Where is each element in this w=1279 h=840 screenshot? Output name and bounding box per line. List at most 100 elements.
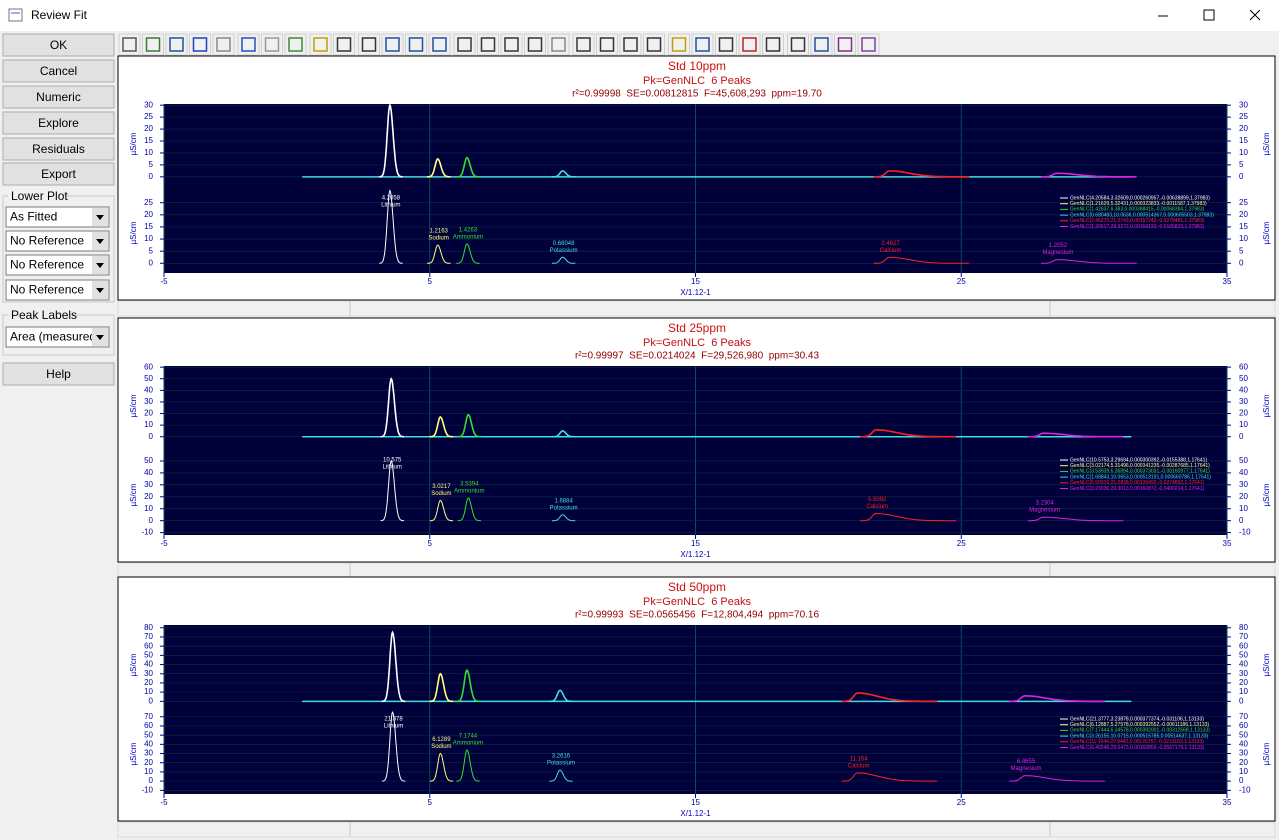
toolbar-button[interactable]	[810, 33, 833, 56]
toolbar-icon[interactable]	[169, 37, 184, 52]
toolbar-icon[interactable]	[408, 37, 424, 52]
toolbar-button[interactable]	[428, 33, 451, 56]
button-label[interactable]: Numeric	[36, 90, 81, 104]
toolbar-button[interactable]	[189, 33, 211, 56]
dropdown-arrow[interactable]	[96, 215, 104, 220]
toolbar-button[interactable]	[857, 33, 880, 56]
toolbar-button[interactable]	[358, 33, 380, 56]
toolbar-button[interactable]	[668, 33, 690, 56]
toolbar-button[interactable]	[691, 33, 714, 56]
dropdown[interactable]	[5, 206, 110, 228]
dropdown-value[interactable]: No Reference	[10, 258, 84, 272]
toolbar-button[interactable]	[477, 33, 499, 56]
dropdown-value[interactable]: No Reference	[10, 234, 84, 248]
dropdown-value[interactable]: Area (measured)	[10, 330, 100, 344]
button[interactable]	[2, 111, 115, 135]
toolbar-icon[interactable]	[288, 37, 303, 52]
toolbar-icon[interactable]	[264, 37, 280, 52]
button[interactable]	[2, 85, 115, 109]
toolbar-icon[interactable]	[216, 37, 231, 52]
toolbar-icon[interactable]	[551, 37, 566, 52]
toolbar-icon[interactable]	[122, 37, 137, 52]
toolbar-icon[interactable]	[646, 37, 662, 52]
button-label[interactable]: Cancel	[40, 64, 77, 78]
dropdown-arrow[interactable]	[96, 288, 104, 293]
toolbar-icon[interactable]	[695, 37, 710, 52]
button-label[interactable]: OK	[50, 38, 67, 52]
toolbar-button[interactable]	[524, 33, 546, 56]
toolbar-icon[interactable]	[599, 37, 615, 52]
dropdown-value[interactable]: As Fitted	[10, 210, 57, 224]
toolbar-icon[interactable]	[480, 37, 496, 52]
toolbar-button[interactable]	[547, 33, 570, 56]
toolbar-icon[interactable]	[457, 37, 472, 52]
toolbar-icon[interactable]	[742, 37, 757, 52]
y2-tick-label: 60	[1239, 362, 1248, 371]
y2-tick-label: -10	[1239, 528, 1251, 537]
button[interactable]	[2, 137, 115, 161]
dropdown[interactable]	[5, 254, 110, 276]
toolbar-icon[interactable]	[718, 37, 734, 52]
toolbar-button[interactable]	[212, 33, 235, 56]
button-label[interactable]: Help	[46, 367, 71, 381]
dropdown-value[interactable]: No Reference	[10, 283, 84, 297]
toolbar-button[interactable]	[572, 33, 595, 56]
dropdown-arrow[interactable]	[96, 263, 104, 268]
toolbar-button[interactable]	[453, 33, 476, 56]
button-label[interactable]: Explore	[38, 116, 79, 130]
button[interactable]	[2, 59, 115, 83]
button[interactable]	[2, 362, 115, 386]
toolbar-button[interactable]	[237, 33, 260, 56]
button[interactable]	[2, 162, 115, 186]
toolbar-button[interactable]	[284, 33, 307, 56]
dropdown-arrow[interactable]	[96, 239, 104, 244]
toolbar-icon[interactable]	[336, 37, 352, 52]
toolbar-button[interactable]	[500, 33, 523, 56]
toolbar-icon[interactable]	[765, 37, 781, 52]
toolbar-icon[interactable]	[361, 37, 377, 52]
button[interactable]	[2, 33, 115, 57]
x-tick-label: 25	[957, 277, 966, 286]
button-label[interactable]: Residuals	[32, 142, 85, 156]
toolbar-button[interactable]	[142, 33, 164, 56]
toolbar-button[interactable]	[738, 33, 761, 56]
toolbar-button[interactable]	[381, 33, 404, 56]
toolbar-button[interactable]	[261, 33, 283, 56]
toolbar-button[interactable]	[643, 33, 665, 56]
toolbar-icon[interactable]	[576, 37, 591, 52]
toolbar-button[interactable]	[165, 33, 188, 56]
close-button[interactable]	[1249, 9, 1261, 21]
toolbar-icon[interactable]	[192, 37, 208, 52]
dropdown-arrow[interactable]	[96, 335, 104, 340]
toolbar-icon[interactable]	[504, 37, 519, 52]
toolbar-button[interactable]	[118, 33, 141, 56]
toolbar-button[interactable]	[309, 33, 332, 56]
y2-tick-label: 70	[1239, 712, 1248, 721]
toolbar-icon[interactable]	[861, 37, 876, 52]
toolbar-icon[interactable]	[313, 37, 328, 52]
toolbar-button[interactable]	[787, 33, 809, 56]
toolbar-button[interactable]	[619, 33, 642, 56]
toolbar-button[interactable]	[762, 33, 784, 56]
toolbar-icon[interactable]	[527, 37, 543, 52]
toolbar-button[interactable]	[596, 33, 618, 56]
toolbar-button[interactable]	[405, 33, 427, 56]
y-tick-label: 10	[144, 767, 153, 776]
toolbar-button[interactable]	[834, 33, 856, 56]
toolbar-icon[interactable]	[790, 37, 806, 52]
toolbar-icon[interactable]	[837, 37, 853, 52]
toolbar-icon[interactable]	[432, 37, 447, 52]
toolbar-icon[interactable]	[385, 37, 400, 52]
toolbar-icon[interactable]	[671, 37, 687, 52]
toolbar-button[interactable]	[333, 33, 355, 56]
toolbar-button[interactable]	[715, 33, 737, 56]
toolbar-icon[interactable]	[814, 37, 829, 52]
dropdown[interactable]	[5, 326, 110, 348]
toolbar-icon[interactable]	[241, 37, 256, 52]
dropdown[interactable]	[5, 279, 110, 301]
toolbar-icon[interactable]	[623, 37, 638, 52]
maximize-button[interactable]	[1203, 9, 1215, 21]
button-label[interactable]: Export	[41, 167, 76, 181]
dropdown[interactable]	[5, 230, 110, 252]
toolbar-icon[interactable]	[145, 37, 161, 52]
